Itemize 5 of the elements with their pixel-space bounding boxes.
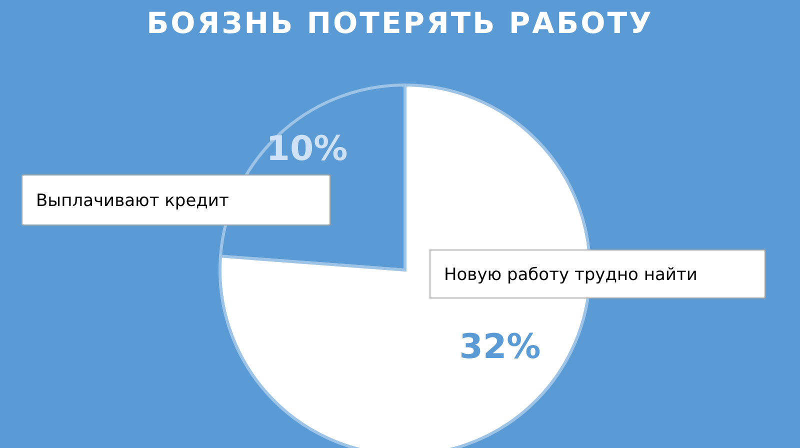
chart-title: БОЯЗНЬ ПОТЕРЯТЬ РАБОТУ: [146, 6, 654, 40]
slice-label: Новую работу трудно найти: [444, 265, 698, 285]
data-label: 32%: [459, 327, 541, 367]
slice-label: Выплачивают кредит: [36, 191, 229, 211]
data-label: 10%: [266, 129, 348, 169]
